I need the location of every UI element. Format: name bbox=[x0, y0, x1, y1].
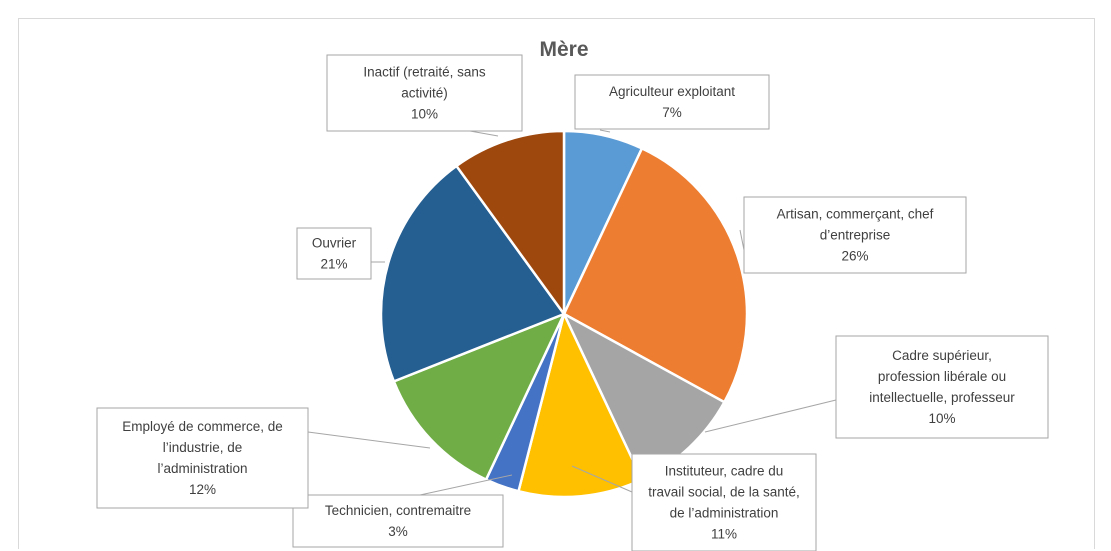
pie-slices bbox=[379, 129, 749, 499]
data-label-category: Ouvrier bbox=[312, 236, 357, 251]
data-label-percent: 10% bbox=[928, 411, 955, 426]
data-label-category: de l’administration bbox=[670, 506, 779, 521]
data-callout: Cadre supérieur, profession libérale ou in… bbox=[835, 335, 1049, 439]
callout-box bbox=[296, 227, 372, 280]
data-label-percent: 21% bbox=[320, 257, 347, 272]
pie-slice bbox=[454, 129, 566, 318]
leader-line bbox=[469, 130, 499, 137]
data-label-category: intellectuelle, professeur bbox=[869, 390, 1015, 405]
leader-line bbox=[571, 465, 633, 493]
leader-line bbox=[599, 129, 611, 133]
data-label-category: d’entreprise bbox=[820, 228, 891, 243]
callout-box bbox=[326, 54, 523, 132]
callout-box bbox=[96, 407, 309, 509]
data-callouts: Agriculteur exploitant 7% Artisan, commerç… bbox=[96, 54, 1049, 551]
data-label-category: l’industrie, de bbox=[163, 440, 243, 455]
data-callout: Inactif (retraité, sans activité) 10% bbox=[326, 54, 523, 132]
data-label-category: Artisan, commerçant, chef bbox=[777, 207, 934, 222]
data-label-percent: 10% bbox=[411, 107, 438, 122]
callout-box bbox=[631, 453, 817, 551]
data-label-category: profession libérale ou bbox=[878, 369, 1006, 384]
pie-slice bbox=[379, 164, 566, 383]
data-label-category: Instituteur, cadre du bbox=[665, 464, 784, 479]
callout-box bbox=[574, 74, 770, 130]
callout-box bbox=[292, 494, 504, 548]
data-label-category: Employé de commerce, de bbox=[122, 419, 283, 434]
leader-line bbox=[704, 399, 837, 433]
chart-title: Mère bbox=[539, 38, 588, 61]
data-callout: Ouvrier 21% bbox=[296, 227, 372, 280]
data-callout: Instituteur, cadre du travail social, de … bbox=[631, 453, 817, 551]
callout-box bbox=[743, 196, 967, 274]
data-callout: Artisan, commerçant, chef d’entreprise 26% bbox=[743, 196, 967, 274]
data-label-percent: 26% bbox=[841, 249, 868, 264]
pie-slice bbox=[392, 311, 567, 482]
data-label-percent: 3% bbox=[388, 524, 408, 539]
callout-box bbox=[835, 335, 1049, 439]
data-label-category: Technicien, contremaitre bbox=[325, 503, 471, 518]
data-label-category: Cadre supérieur, bbox=[892, 348, 992, 363]
leader-line bbox=[307, 431, 431, 449]
data-callout: Technicien, contremaitre 3% bbox=[292, 494, 504, 548]
data-label-category: l’administration bbox=[157, 461, 247, 476]
data-callout: Agriculteur exploitant 7% bbox=[574, 74, 770, 130]
leader-line bbox=[739, 229, 745, 251]
data-label-category: travail social, de la santé, bbox=[648, 485, 800, 500]
data-label-category: Inactif (retraité, sans bbox=[363, 65, 486, 80]
data-label-percent: 11% bbox=[711, 527, 737, 542]
data-label-category: Agriculteur exploitant bbox=[609, 84, 735, 99]
data-label-percent: 7% bbox=[662, 105, 682, 120]
data-label-percent: 12% bbox=[189, 482, 216, 497]
leader-line bbox=[419, 474, 513, 496]
leader-lines bbox=[307, 129, 837, 496]
data-label-category: activité) bbox=[401, 86, 448, 101]
data-callout: Employé de commerce, de l’industrie, de l’… bbox=[96, 407, 309, 509]
